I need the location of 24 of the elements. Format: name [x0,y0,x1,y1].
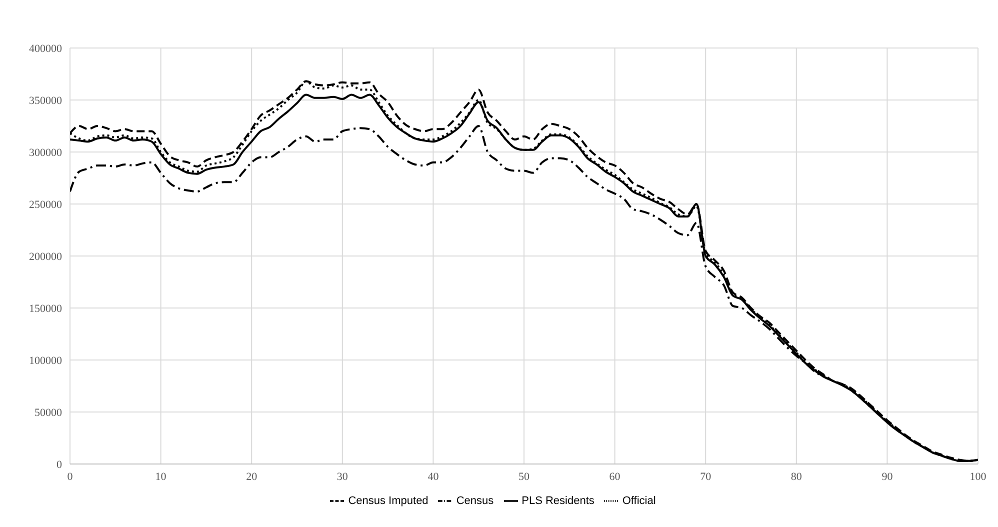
x-tick-label: 90 [882,470,894,483]
x-tick-label: 80 [790,470,802,483]
y-tick-label: 100000 [29,354,62,367]
y-tick-label: 250000 [29,198,62,211]
y-tick-label: 400000 [29,42,62,55]
legend-label: Census Imputed [348,494,428,507]
x-tick-label: 60 [609,470,621,483]
legend-label: PLS Residents [522,494,594,507]
x-tick-label: 0 [67,470,74,483]
y-tick-label: 350000 [29,94,62,107]
x-tick-label: 10 [155,470,167,483]
y-tick-label: 300000 [29,146,62,159]
y-tick-label: 200000 [29,250,62,263]
legend-label: Census [456,494,494,507]
x-tick-label: 50 [518,470,530,483]
legend-label: Official [622,494,656,507]
x-tick-label: 30 [336,470,348,483]
y-tick-label: 0 [56,458,62,471]
x-tick-label: 100 [970,470,987,483]
x-tick-label: 20 [246,470,258,483]
y-tick-label: 150000 [29,302,62,315]
x-tick-label: 70 [700,470,712,483]
x-tick-label: 40 [428,470,440,483]
y-tick-label: 50000 [34,406,62,419]
